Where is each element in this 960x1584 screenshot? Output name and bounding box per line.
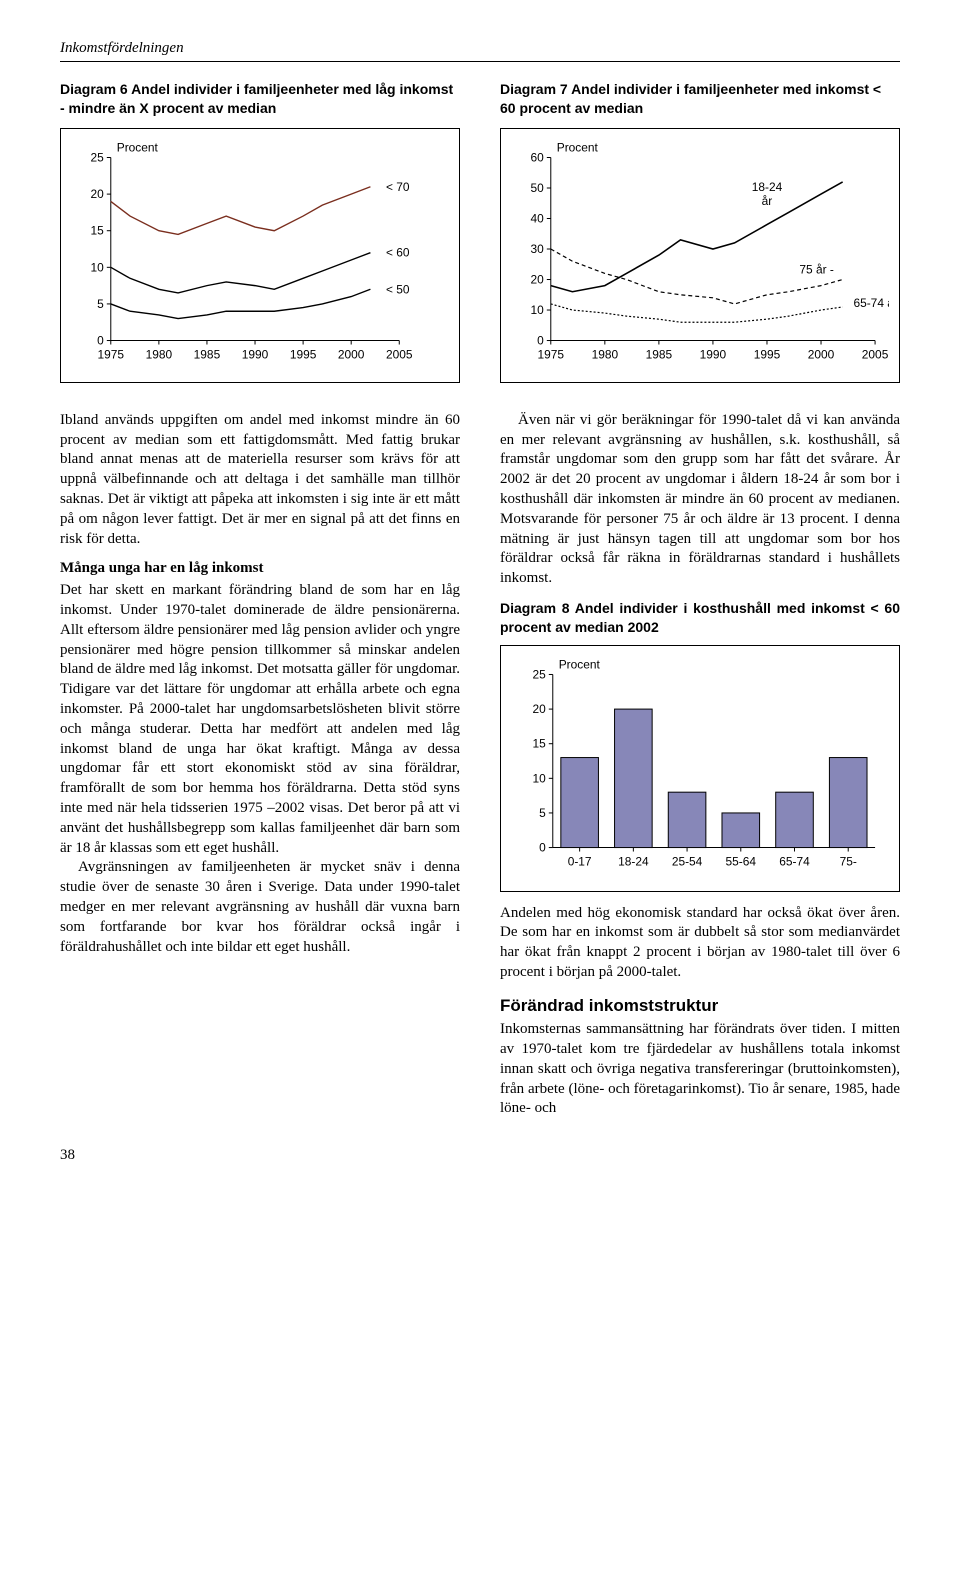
diagram-6-caption: Diagram 6 Andel individer i familjeenhet… [60, 80, 460, 118]
svg-text:< 60: < 60 [386, 245, 410, 259]
svg-text:1990: 1990 [700, 347, 727, 361]
svg-text:Procent: Procent [559, 657, 601, 671]
svg-text:18-24: 18-24 [618, 854, 649, 868]
header-rule [60, 61, 900, 62]
running-head: Inkomstfördelningen [60, 40, 900, 57]
svg-text:15: 15 [533, 736, 547, 750]
svg-text:1975: 1975 [98, 347, 125, 361]
svg-text:15: 15 [91, 223, 105, 237]
svg-text:10: 10 [533, 771, 547, 785]
svg-text:år: år [762, 194, 773, 208]
svg-text:55-64: 55-64 [726, 854, 757, 868]
section-head: Förändrad inkomststruktur [500, 995, 900, 1017]
para-4: Även när vi gör beräkningar för 1990-tal… [500, 411, 900, 589]
svg-text:2005: 2005 [386, 347, 413, 361]
svg-text:0: 0 [537, 333, 544, 347]
svg-text:Procent: Procent [557, 140, 599, 154]
svg-text:10: 10 [531, 303, 545, 317]
diagram-8-caption: Diagram 8 Andel individer i kosthushåll … [500, 599, 900, 637]
svg-text:20: 20 [91, 187, 105, 201]
svg-text:1980: 1980 [146, 347, 173, 361]
diagram-8: Diagram 8 Andel individer i kosthushåll … [500, 599, 900, 892]
svg-text:5: 5 [97, 297, 104, 311]
diagram-7-frame: Procent 0 10 20 30 40 50 60 1975 1980 1985 1990 1995… [500, 128, 900, 383]
svg-text:< 50: < 50 [386, 282, 410, 296]
svg-text:75-: 75- [840, 854, 857, 868]
top-charts-row: Diagram 6 Andel individer i familjeenhet… [60, 80, 900, 383]
svg-text:2000: 2000 [338, 347, 365, 361]
svg-text:0-17: 0-17 [568, 854, 592, 868]
svg-text:25: 25 [91, 150, 105, 164]
para-1: Ibland används uppgiften om andel med in… [60, 411, 460, 550]
para-5: Andelen med hög ekonomisk standard har o… [500, 904, 900, 983]
svg-text:1975: 1975 [538, 347, 565, 361]
svg-text:10: 10 [91, 260, 105, 274]
diagram-8-frame: Procent 0 5 10 15 20 25 0-17 18-24 25-54 55-64 65-7… [500, 645, 900, 892]
svg-text:65-74 år: 65-74 år [853, 296, 889, 310]
svg-text:0: 0 [97, 333, 104, 347]
svg-text:20: 20 [531, 272, 545, 286]
svg-text:60: 60 [531, 150, 545, 164]
svg-text:1995: 1995 [754, 347, 781, 361]
svg-text:1995: 1995 [290, 347, 317, 361]
diagram-8-svg: Procent 0 5 10 15 20 25 0-17 18-24 25-54 55-64 65-7… [511, 654, 889, 874]
svg-text:Procent: Procent [117, 140, 159, 154]
svg-text:1985: 1985 [646, 347, 673, 361]
body-text: Ibland används uppgiften om andel med in… [60, 411, 900, 1119]
svg-text:1980: 1980 [592, 347, 619, 361]
diagram-6: Diagram 6 Andel individer i familjeenhet… [60, 80, 460, 383]
svg-text:5: 5 [539, 806, 546, 820]
diagram-7-caption: Diagram 7 Andel individer i familjeenhet… [500, 80, 900, 118]
diagram-6-svg: Procent 0 5 10 15 20 25 1975 1980 1985 1990 1995 200… [71, 137, 449, 367]
svg-text:< 70: < 70 [386, 180, 410, 194]
svg-text:40: 40 [531, 211, 545, 225]
para-2: Det har skett en markant förändring blan… [60, 581, 460, 858]
diagram-6-frame: Procent 0 5 10 15 20 25 1975 1980 1985 1990 1995 200… [60, 128, 460, 383]
svg-text:2005: 2005 [862, 347, 889, 361]
svg-text:25-54: 25-54 [672, 854, 703, 868]
subhead-1: Många unga har en låg inkomst [60, 559, 460, 579]
svg-text:20: 20 [533, 702, 547, 716]
svg-text:30: 30 [531, 242, 545, 256]
svg-text:1990: 1990 [242, 347, 269, 361]
svg-text:50: 50 [531, 181, 545, 195]
svg-text:2000: 2000 [808, 347, 835, 361]
svg-text:1985: 1985 [194, 347, 221, 361]
svg-text:75 år -: 75 år - [799, 262, 833, 276]
para-3: Avgränsningen av familjeenheten är mycke… [60, 858, 460, 957]
svg-text:0: 0 [539, 840, 546, 854]
svg-text:18-24: 18-24 [752, 180, 783, 194]
diagram-7-svg: Procent 0 10 20 30 40 50 60 1975 1980 1985 1990 1995… [511, 137, 889, 367]
diagram-7: Diagram 7 Andel individer i familjeenhet… [500, 80, 900, 383]
svg-text:25: 25 [533, 667, 547, 681]
page-number: 38 [60, 1147, 900, 1164]
para-6: Inkomsternas sammansättning har förändra… [500, 1020, 900, 1119]
svg-text:65-74: 65-74 [779, 854, 810, 868]
